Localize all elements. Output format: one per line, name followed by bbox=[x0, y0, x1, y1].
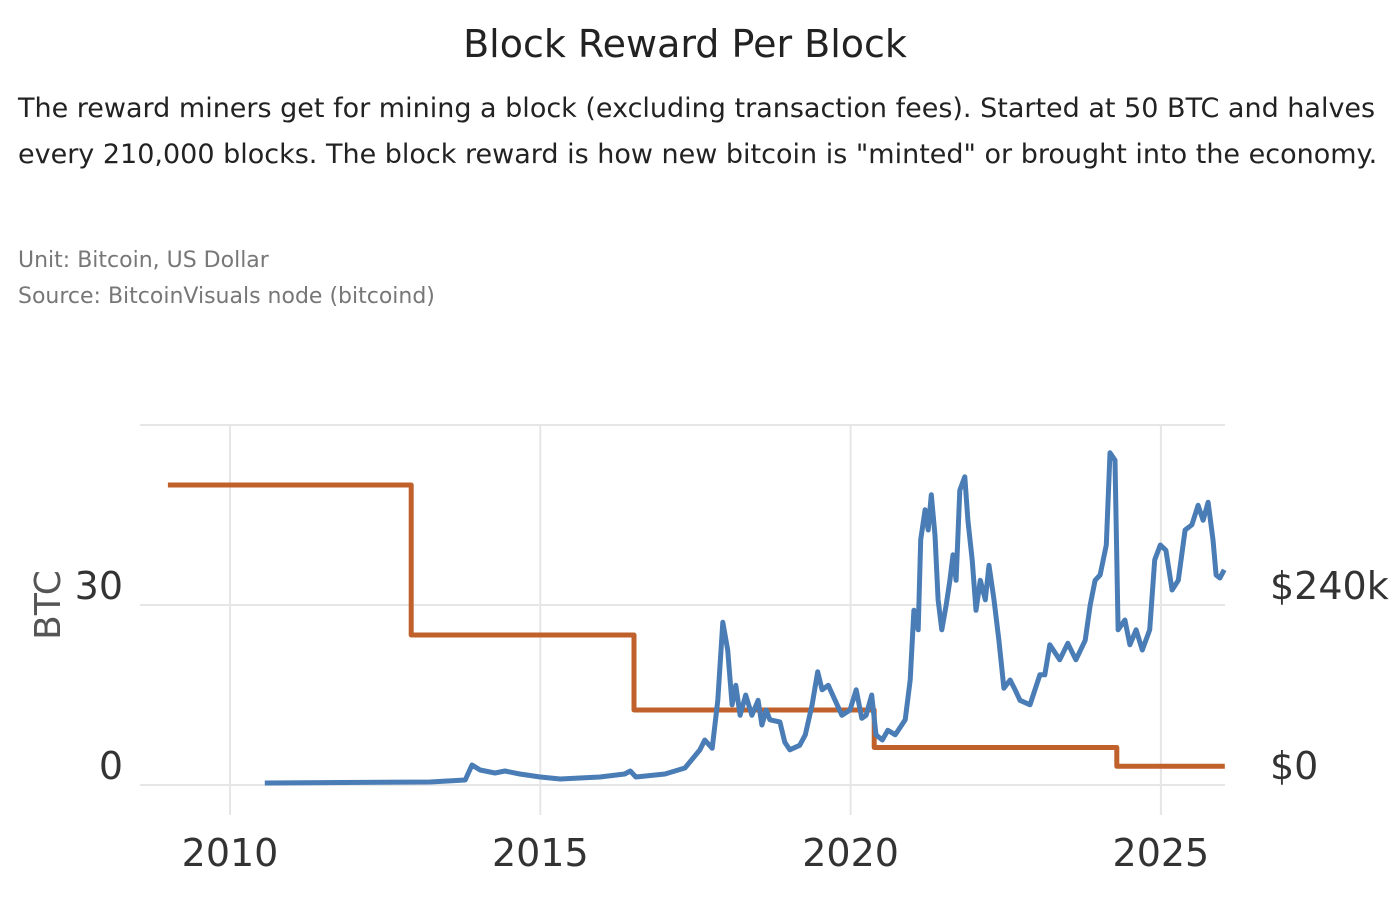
series-group bbox=[167, 450, 1227, 786]
chart-description: The reward miners get for mining a block… bbox=[18, 93, 1378, 170]
x-tick-label: 2025 bbox=[1113, 831, 1210, 875]
y-left-tick-label: 30 bbox=[75, 564, 123, 608]
x-tick-label: 2010 bbox=[182, 831, 279, 875]
tick-labels: 0 30 $0 $240k 2010 2015 2020 2025 bbox=[75, 564, 1389, 875]
series-line-btc bbox=[167, 482, 1225, 769]
y-right-tick-label: $240k bbox=[1270, 564, 1389, 608]
chart-title: Block Reward Per Block bbox=[463, 22, 907, 66]
y-right-tick-label: $0 bbox=[1270, 744, 1318, 788]
source-label: Source: BitcoinVisuals node (bitcoind) bbox=[18, 284, 435, 309]
x-tick-label: 2020 bbox=[802, 831, 899, 875]
x-tick-label: 2015 bbox=[492, 831, 589, 875]
y-left-tick-label: 0 bbox=[99, 744, 123, 788]
series-line-usd bbox=[264, 450, 1227, 786]
unit-label: Unit: Bitcoin, US Dollar bbox=[18, 248, 269, 273]
y-axis-label: BTC bbox=[28, 570, 69, 640]
